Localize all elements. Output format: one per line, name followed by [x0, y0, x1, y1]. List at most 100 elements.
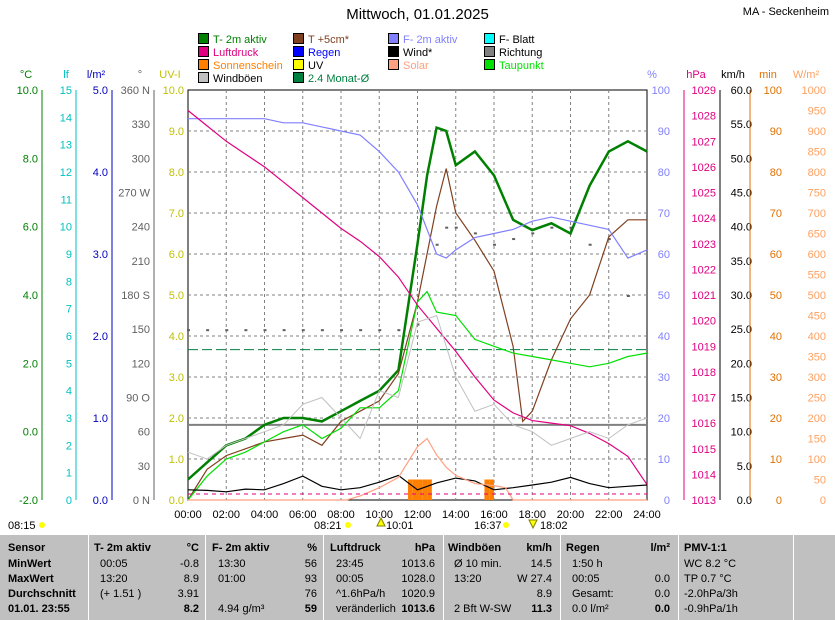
axis-tick-press: 1014	[692, 469, 716, 481]
cell-wind-time: 2 Bft W-SW	[454, 603, 512, 615]
legend-item: Luftdruck	[198, 46, 258, 59]
axis-tick-solar: 900	[808, 126, 826, 138]
legend-swatch	[388, 46, 399, 57]
axis-tick-rain: 1.0	[93, 413, 108, 425]
legend-swatch	[293, 46, 304, 57]
axis-tick-wind: 60.0	[731, 85, 752, 97]
direction-dot	[206, 329, 210, 332]
axis-tick-temp: 6.0	[23, 222, 38, 234]
axis-tick-sun: 50	[770, 290, 782, 302]
legend-swatch	[198, 59, 209, 70]
header-temp-unit: °C	[186, 542, 199, 554]
axis-tick-leaf: 4	[66, 386, 72, 398]
axis-tick-temp: 10.0	[17, 85, 38, 97]
event-sunrise-left: 08:15	[8, 520, 36, 532]
axis-tick-dir: 60	[138, 427, 150, 439]
sunshine-bar	[422, 479, 428, 500]
stats-table: Sensor T- 2m aktiv °C F- 2m aktiv% Luftdruck…	[0, 535, 835, 620]
axis-tick-temp: 2.0	[23, 358, 38, 370]
cell-press-time: 23:45	[336, 558, 364, 570]
direction-dot	[320, 329, 324, 332]
axis-unit-dir: °	[138, 69, 142, 81]
axis-tick-leaf: 15	[60, 85, 72, 97]
x-tick-label: 22:00	[595, 509, 623, 521]
axis-tick-hum: 30	[658, 372, 670, 384]
axis-tick-sun: 20	[770, 413, 782, 425]
legend-label: Richtung	[499, 47, 543, 59]
axis-unit-uv: UV-I	[159, 69, 180, 81]
direction-dot	[263, 329, 267, 332]
direction-dot	[340, 329, 343, 332]
axis-unit-sun: min	[759, 69, 777, 81]
legend-item: UV	[293, 59, 323, 72]
legend-label: F- Blatt	[499, 34, 535, 46]
legend-label: Regen	[308, 47, 341, 59]
axis-tick-dir: 300	[132, 153, 150, 165]
axis-unit-solar: W/m²	[793, 69, 820, 81]
axis-tick-hum: 10	[658, 454, 670, 466]
axis-tick-sun: 80	[770, 167, 782, 179]
direction-dot	[244, 329, 248, 332]
axis-tick-press: 1024	[692, 213, 716, 225]
axis-tick-hum: 20	[658, 413, 670, 425]
axis-tick-leaf: 6	[66, 331, 72, 343]
axis-tick-press: 1025	[692, 188, 716, 200]
cell-hum-time: 4.94 g/m³	[218, 603, 265, 615]
axis-tick-wind: 40.0	[731, 222, 752, 234]
legend-swatch	[484, 33, 495, 44]
direction-dot	[512, 238, 516, 241]
direction-dot	[569, 226, 573, 229]
axis-tick-press: 1018	[692, 367, 716, 379]
cell-rain-time: Gesamt:	[572, 588, 614, 600]
x-tick-label: 20:00	[557, 509, 585, 521]
axis-tick-hum: 80	[658, 167, 670, 179]
axis-tick-press: 1013	[692, 495, 716, 507]
page-title: Mittwoch, 01.01.2025	[346, 6, 489, 23]
axis-tick-solar: 400	[808, 331, 826, 343]
axis-tick-uv: 10.0	[163, 85, 184, 97]
direction-dot	[359, 329, 363, 332]
cell-temp-value: 3.91	[177, 588, 199, 600]
direction-dot	[454, 226, 458, 229]
legend-item: F- Blatt	[484, 33, 534, 46]
legend-label: Windböen	[213, 73, 263, 85]
axis-tick-solar: 200	[808, 413, 826, 425]
cell-wind-value: 14.5	[530, 558, 552, 570]
cell-rain-time: 00:05	[572, 573, 600, 585]
sunshine-bar	[489, 479, 494, 500]
cell-press-time: veränderlich	[336, 603, 396, 615]
legend-swatch	[198, 46, 209, 57]
axis-tick-leaf: 2	[66, 440, 72, 452]
sun-marker-icon	[345, 522, 351, 528]
cell-pmv: TP 0.7 °C	[684, 573, 732, 585]
axis-tick-solar: 150	[808, 434, 826, 446]
cell-press-value: 1020.9	[401, 588, 435, 600]
axis-tick-uv: 0.0	[169, 495, 184, 507]
cell-rain-value: 0.0	[654, 588, 670, 600]
legend-label: UV	[308, 60, 324, 72]
axis-tick-solar: 350	[808, 352, 826, 364]
legend-swatch	[293, 59, 304, 70]
cell-rain-time: 0.0 l/m²	[572, 603, 609, 615]
axis-tick-solar: 100	[808, 454, 826, 466]
axis-tick-leaf: 5	[66, 358, 72, 370]
axis-tick-hum: 40	[658, 331, 670, 343]
axis-tick-solar: 50	[814, 475, 826, 487]
cell-temp-time: 00:05	[100, 558, 128, 570]
column-separator	[560, 535, 561, 620]
axis-tick-leaf: 0	[66, 495, 72, 507]
cell-hum-value: 76	[304, 588, 317, 600]
legend-swatch	[198, 33, 209, 44]
axis-tick-leaf: 7	[66, 304, 72, 316]
sunshine-bar	[484, 479, 490, 500]
direction-dot	[301, 329, 305, 332]
axis-tick-solar: 750	[808, 188, 826, 200]
legend-item: Sonnenschein	[198, 59, 283, 72]
event-noon: 10:01	[386, 520, 414, 532]
axis-tick-dir: 180 S	[121, 290, 150, 302]
direction-dot	[626, 295, 630, 297]
axis-tick-hum: 50	[658, 290, 670, 302]
axis-tick-solar: 950	[808, 106, 826, 118]
axis-tick-solar: 600	[808, 249, 826, 261]
axis-tick-hum: 100	[652, 85, 670, 97]
